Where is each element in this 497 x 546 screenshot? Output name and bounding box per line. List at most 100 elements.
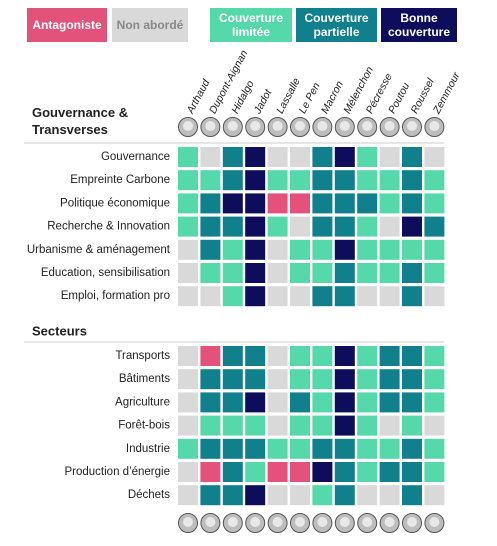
cell	[379, 346, 400, 366]
cell	[424, 369, 445, 390]
cell	[267, 170, 288, 191]
cell	[312, 462, 333, 482]
cell	[178, 462, 198, 482]
cell	[424, 170, 445, 191]
legend-item: Couverture limitée	[210, 8, 292, 42]
cell	[290, 193, 310, 214]
candidate-photo-face	[339, 121, 350, 131]
cell	[178, 147, 198, 167]
legend-item: Couverture partielle	[296, 8, 377, 42]
cell	[402, 193, 422, 214]
cell	[267, 239, 288, 260]
cell	[222, 286, 243, 307]
candidate-photo-face	[317, 517, 328, 527]
cell	[334, 170, 355, 191]
cell	[200, 346, 221, 366]
candidate-photo-face	[227, 121, 238, 131]
candidate-photo-face	[384, 121, 395, 131]
cell	[357, 216, 378, 237]
cell	[222, 346, 243, 366]
cell	[222, 263, 243, 283]
cell	[402, 438, 422, 459]
row-label: Transports	[115, 350, 170, 362]
cell	[379, 438, 400, 459]
cell	[267, 485, 288, 506]
cell	[357, 462, 378, 482]
cell	[424, 462, 445, 482]
cell	[379, 193, 400, 214]
cell	[379, 147, 400, 167]
cell	[312, 438, 333, 459]
cell	[402, 286, 422, 307]
cell	[402, 346, 422, 366]
cell	[222, 369, 243, 390]
cell	[200, 147, 221, 167]
cell	[178, 193, 198, 214]
cell	[245, 346, 266, 366]
section-title: Secteurs	[32, 323, 87, 338]
row-label: Education, sensibilisation	[41, 267, 170, 279]
cell	[178, 392, 198, 413]
cell	[357, 392, 378, 413]
legend-item: Antagoniste	[27, 8, 107, 42]
cell	[379, 263, 400, 283]
cell	[424, 147, 445, 167]
cell	[312, 392, 333, 413]
cell	[267, 438, 288, 459]
cell	[424, 392, 445, 413]
cell	[290, 438, 310, 459]
candidate-photo-face	[227, 517, 238, 527]
cell	[312, 239, 333, 260]
candidate-photo-face	[339, 517, 350, 527]
cell	[178, 216, 198, 237]
cell	[379, 369, 400, 390]
cell	[200, 485, 221, 506]
cell	[424, 346, 445, 366]
cell	[267, 462, 288, 482]
candidate-name: Jadot	[251, 86, 275, 116]
row-label: Emploi, formation pro	[61, 290, 170, 302]
cell	[357, 193, 378, 214]
cell	[402, 415, 422, 436]
row-label: Industrie	[126, 443, 170, 455]
section-title: Gouvernance & Transverses	[32, 105, 128, 137]
cell	[222, 193, 243, 214]
cell	[200, 239, 221, 260]
cell	[424, 286, 445, 307]
cell	[379, 392, 400, 413]
cell	[178, 438, 198, 459]
cell	[334, 216, 355, 237]
cell	[334, 346, 355, 366]
candidate-photo-face	[429, 517, 440, 527]
cell	[424, 263, 445, 283]
candidate-photo-face	[183, 517, 193, 527]
cell	[245, 193, 266, 214]
cell	[290, 462, 310, 482]
cell	[290, 392, 310, 413]
cell	[379, 485, 400, 506]
cell	[402, 392, 422, 413]
cell	[402, 485, 422, 506]
candidate-photo-face	[362, 121, 373, 131]
cell	[312, 216, 333, 237]
cell	[222, 438, 243, 459]
cell	[245, 485, 266, 506]
cell	[379, 462, 400, 482]
cell	[312, 369, 333, 390]
cell	[402, 462, 422, 482]
candidate-name: Zemmour	[430, 70, 462, 117]
cell	[379, 286, 400, 307]
row-label: Politique économique	[60, 197, 170, 209]
cell	[222, 170, 243, 191]
cell	[402, 147, 422, 167]
cell	[245, 286, 266, 307]
cell	[222, 415, 243, 436]
cell	[312, 147, 333, 167]
row-label: Agriculture	[115, 396, 170, 408]
row-label: Production d’énergie	[65, 466, 171, 478]
cell	[200, 438, 221, 459]
cell	[290, 147, 310, 167]
cell	[402, 170, 422, 191]
candidate-photo-face	[250, 517, 261, 527]
